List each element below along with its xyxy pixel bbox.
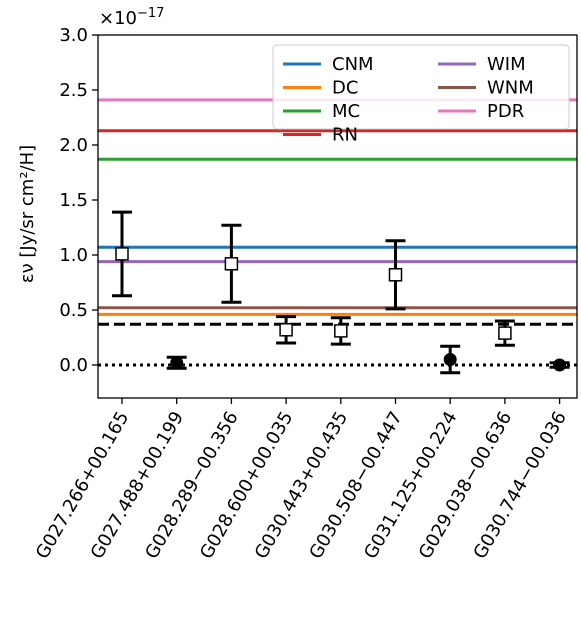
plot-frame <box>97 34 578 399</box>
y-tick-label: 1.0 <box>59 245 88 266</box>
y-tick-label: 1.5 <box>59 190 88 211</box>
legend-label-dc: DC <box>332 78 358 99</box>
legend-label-cnm: CNM <box>332 54 374 75</box>
legend-box <box>272 44 570 130</box>
y-tick-label: 0.5 <box>59 300 88 321</box>
y-tick-label: 2.0 <box>59 135 88 156</box>
legend-label-mc: MC <box>332 101 360 122</box>
legend-label-pdr: PDR <box>487 101 524 122</box>
legend-label-rn: RN <box>332 125 358 146</box>
data-point-circle <box>553 358 567 372</box>
data-point-square <box>115 247 129 261</box>
plot-area <box>98 98 577 375</box>
data-point-circle <box>170 356 184 370</box>
legend-label-wnm: WNM <box>487 78 534 99</box>
data-point-square <box>334 324 348 338</box>
data-point-circle <box>443 353 457 366</box>
y-tick-label: 2.5 <box>59 80 88 101</box>
data-point-square <box>388 268 403 282</box>
y-axis-multiplier: ×10−17 <box>99 6 164 29</box>
legend-label-wim: WIM <box>487 54 526 75</box>
data-point-square <box>224 257 239 271</box>
y-axis-label: εν [Jy/sr cm²/H] <box>17 145 38 283</box>
data-point-square <box>279 323 293 337</box>
y-tick-label: 3.0 <box>59 25 88 46</box>
data-point-square <box>498 326 512 340</box>
y-tick-label: 0.0 <box>59 355 88 376</box>
